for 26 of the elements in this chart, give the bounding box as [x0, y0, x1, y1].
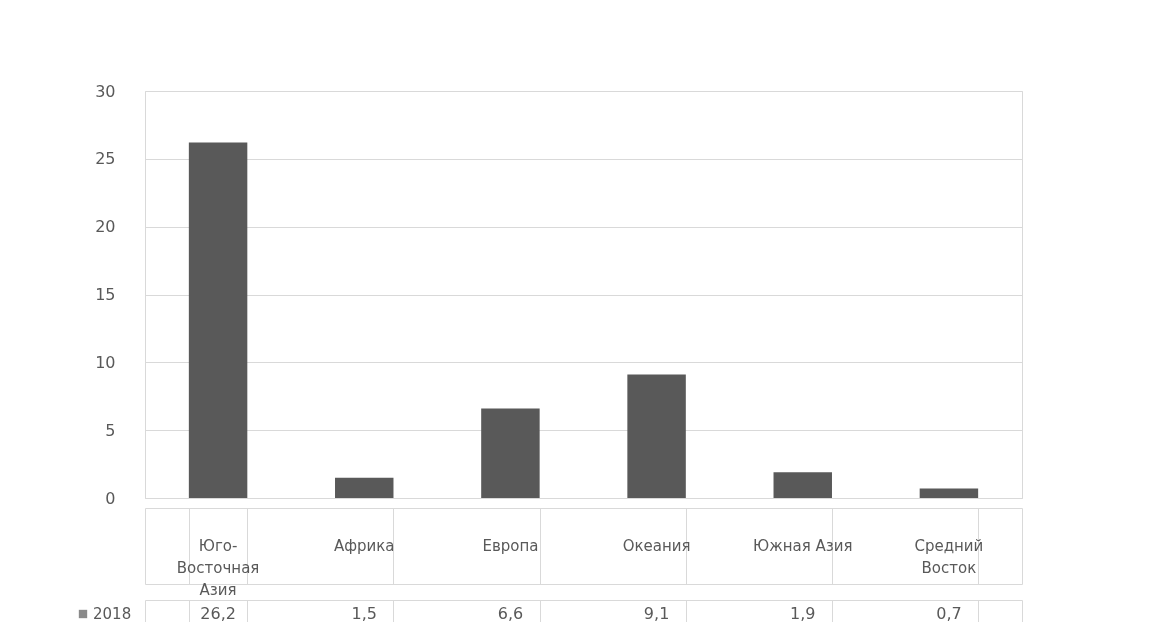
y-tick-label: 20 [95, 217, 116, 237]
y-tick-label: 25 [95, 149, 116, 169]
bar [627, 374, 686, 498]
data-label: 0,7 [936, 604, 962, 622]
x-tick-label: Европа [482, 537, 539, 555]
x-tick-label: Средний Восток [914, 537, 984, 577]
y-tick-label: 0 [105, 488, 116, 508]
bar [335, 477, 394, 498]
bar [188, 142, 248, 498]
data-label: 9,1 [643, 604, 670, 622]
bar [481, 408, 540, 498]
data-label: 1,5 [351, 604, 377, 622]
x-tick-label: Юго-Восточная Азия [176, 537, 260, 599]
bar [773, 472, 832, 498]
y-tick-label: 15 [95, 285, 116, 304]
y-tick-label: 30 [95, 81, 116, 101]
data-label: 6,6 [497, 604, 524, 622]
data-label: 26,2 [200, 604, 236, 622]
y-tick-label: 5 [105, 420, 116, 440]
x-tick-label: Южная Азия [752, 537, 853, 555]
x-tick-label: Африка [333, 537, 395, 555]
y-tick-label: 10 [95, 352, 116, 372]
data-label: 1,9 [790, 604, 816, 622]
x-tick-label: Океания [622, 537, 691, 555]
bar [919, 488, 979, 498]
legend-label: 2018 [93, 605, 132, 622]
